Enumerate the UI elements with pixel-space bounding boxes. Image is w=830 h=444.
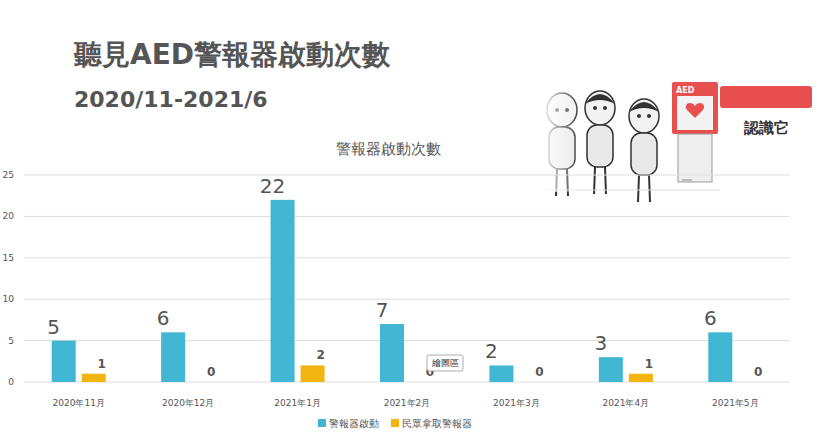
bar — [271, 200, 295, 382]
aed-box — [672, 82, 718, 134]
figure-head — [585, 91, 615, 125]
tip-box — [427, 355, 463, 371]
page-title: 聽見AED警報器啟動次數 — [73, 38, 391, 71]
tip-text: 繪圖區 — [431, 358, 459, 368]
figure-eye — [603, 106, 607, 110]
figure-eye — [647, 114, 651, 118]
y-tick-label: 0 — [8, 377, 14, 387]
bar — [82, 374, 106, 382]
grid-line — [24, 257, 790, 258]
bar — [629, 374, 653, 382]
y-tick-label: 15 — [3, 253, 14, 263]
data-label: 0 — [207, 365, 215, 379]
data-label: 1 — [645, 357, 653, 371]
illustration — [540, 80, 812, 202]
data-label: 22 — [260, 174, 285, 198]
y-tick-label: 20 — [3, 211, 15, 221]
figure-leg — [638, 175, 639, 202]
data-labels: 516022270203160 — [47, 174, 762, 379]
data-label: 2 — [485, 339, 498, 363]
bars — [52, 200, 733, 382]
bar — [301, 365, 325, 382]
bar — [52, 341, 76, 382]
aed-stand-line — [682, 180, 692, 181]
data-label: 5 — [47, 315, 60, 339]
bar — [161, 332, 185, 382]
learn-label: 認識它 — [743, 119, 789, 137]
grid-line — [24, 216, 790, 217]
page: AED 認識它 聽見AED警報器啟動次數 2020/11-2021/6 警報器啟動次數 0… — [0, 0, 830, 444]
legend: 警報器啟動 民眾拿取警報器 — [318, 418, 472, 429]
aed-window — [677, 96, 713, 130]
bar — [519, 382, 543, 383]
x-tick-label: 2020年12月 — [162, 398, 214, 408]
bar — [191, 382, 215, 383]
figure-hair — [629, 102, 659, 112]
bar — [380, 324, 404, 382]
legend-label: 民眾拿取警報器 — [402, 418, 472, 429]
figure-hair — [585, 94, 615, 104]
bar — [708, 332, 732, 382]
x-tick-label: 2021年1月 — [274, 398, 321, 408]
grid-line — [24, 299, 790, 300]
bar — [410, 382, 434, 383]
x-tick-label: 2021年2月 — [384, 398, 431, 408]
chart-title: 警報器啟動次數 — [336, 140, 441, 158]
data-label: 6 — [157, 306, 170, 330]
data-label: 0 — [535, 365, 543, 379]
legend-swatch — [318, 419, 326, 427]
grid-line — [24, 382, 790, 383]
figure-eye — [593, 106, 597, 110]
page-subtitle: 2020/11-2021/6 — [74, 87, 268, 112]
data-label: 6 — [704, 306, 717, 330]
data-label: 0 — [754, 365, 762, 379]
grid-line — [24, 175, 790, 176]
data-label: 7 — [376, 298, 389, 322]
figure-eye — [637, 114, 641, 118]
legend-label: 警報器啟動 — [329, 418, 379, 429]
x-tick-label: 2021年3月 — [493, 398, 540, 408]
figure-body — [587, 125, 613, 167]
plot-area-tip: 繪圖區 — [427, 355, 463, 371]
data-label: 3 — [594, 331, 607, 355]
y-tick-label: 5 — [8, 336, 14, 346]
x-tick-label: 2021年5月 — [712, 398, 759, 408]
bar — [738, 382, 762, 383]
figure-body — [631, 133, 657, 175]
bar — [489, 365, 513, 382]
x-tick-label: 2020年11月 — [53, 398, 105, 408]
data-label: 2 — [316, 348, 324, 362]
aed-heart — [686, 103, 704, 118]
y-tick-label: 10 — [3, 294, 15, 304]
grid-line — [24, 340, 790, 341]
legend-swatch — [391, 419, 399, 427]
aed-label: AED — [676, 86, 695, 95]
bar — [599, 357, 623, 382]
banner — [720, 86, 812, 108]
y-tick-label: 25 — [3, 170, 14, 180]
data-label: 1 — [98, 357, 106, 371]
figure-leg — [649, 175, 650, 202]
x-tick-label: 2021年4月 — [603, 398, 650, 408]
grid — [24, 175, 790, 382]
figure-head — [629, 99, 659, 133]
